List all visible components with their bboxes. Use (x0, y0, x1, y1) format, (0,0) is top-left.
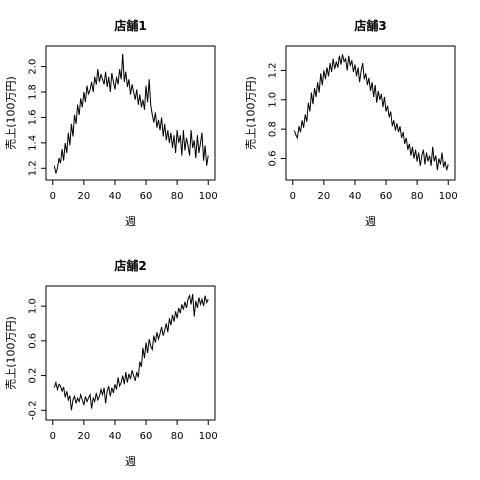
x-tick-label: 80 (171, 191, 184, 202)
x-tick-label: 60 (140, 431, 153, 442)
x-tick-label: 60 (140, 191, 153, 202)
y-axis-label: 売上(100万円) (5, 316, 18, 390)
y-axis-label: 売上(100万円) (5, 76, 18, 150)
chart-panel-3: 店舗2 週 売上(100万円) 0 20 40 60 80 100 -0.2 0.2 0.6 1.0 (5, 258, 218, 468)
y-tick-label: 0.8 (268, 121, 279, 137)
x-axis-label: 週 (125, 215, 136, 228)
x-tick-label: 0 (50, 431, 56, 442)
y-tick-label: 1.6 (28, 109, 39, 125)
x-tick-label: 0 (290, 191, 296, 202)
y-tick-label: 1.2 (28, 160, 39, 176)
x-tick-label: 20 (77, 431, 90, 442)
x-tick-label: 80 (171, 431, 184, 442)
plot-frame (45, 285, 216, 421)
x-tick-label: 20 (77, 191, 90, 202)
y-tick-label: 1.0 (28, 298, 39, 314)
x-tick-label: 100 (439, 191, 458, 202)
chart-title: 店舗2 (114, 258, 146, 273)
x-axis-label: 週 (365, 215, 376, 228)
x-tick-label: 60 (380, 191, 393, 202)
chart-panel-2: 店舗3 週 売上(100万円) 0 20 40 60 80 100 0.6 0.8 1.0 1.2 (245, 18, 458, 228)
x-axis-label: 週 (125, 455, 136, 468)
plot-frame (45, 45, 216, 181)
y-tick-label: 0.2 (28, 368, 39, 384)
y-tick-label: -0.2 (28, 401, 39, 421)
x-tick-label: 0 (50, 191, 56, 202)
y-tick-label: 1.2 (268, 62, 279, 78)
y-tick-label: 1.0 (268, 92, 279, 108)
y-axis-label: 売上(100万円) (245, 76, 258, 150)
x-tick-label: 40 (349, 191, 362, 202)
series-line-1 (53, 293, 209, 411)
chart-title: 店舗3 (354, 18, 386, 33)
series-line-1 (293, 54, 449, 171)
x-tick-label: 40 (109, 431, 122, 442)
y-tick-label: 0.6 (28, 333, 39, 349)
y-tick-label: 1.8 (28, 84, 39, 100)
plot-frame (285, 45, 456, 181)
chart-panel-1: 店舗1 週 売上(100万円) 0 20 40 60 80 100 1.2 1.4 1.6 1.8 2.0 (5, 18, 218, 228)
x-tick-label: 100 (199, 431, 218, 442)
y-tick-label: 2.0 (28, 59, 39, 75)
y-tick-label: 0.6 (268, 151, 279, 167)
series-line-1 (53, 53, 209, 174)
x-tick-label: 40 (109, 191, 122, 202)
x-tick-label: 100 (199, 191, 218, 202)
x-tick-label: 20 (317, 191, 330, 202)
x-tick-label: 80 (411, 191, 424, 202)
chart-title: 店舗1 (114, 18, 146, 33)
y-tick-label: 1.4 (28, 135, 39, 151)
